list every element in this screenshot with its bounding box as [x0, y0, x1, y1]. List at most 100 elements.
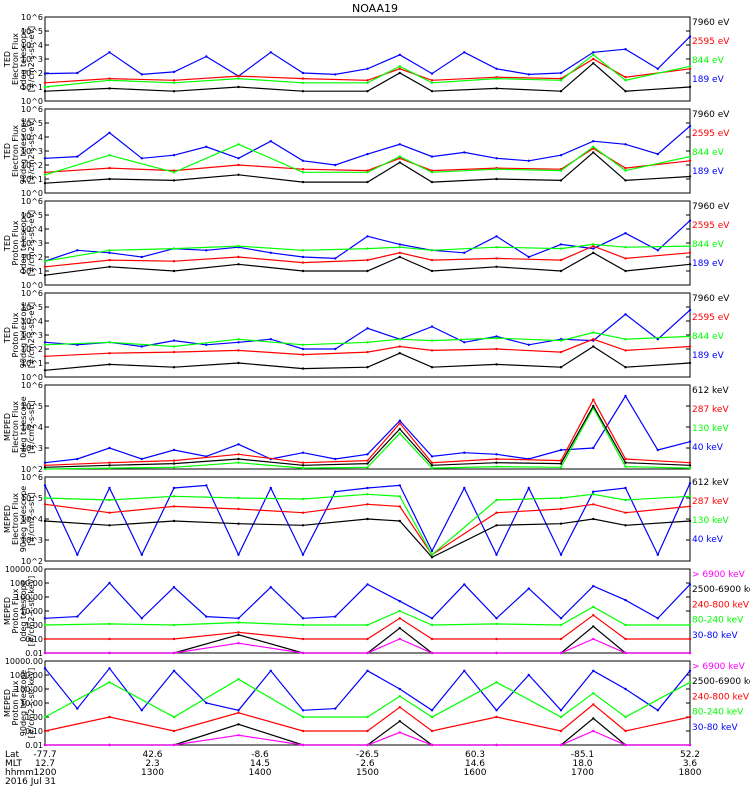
- data-point: [237, 263, 240, 266]
- data-point: [108, 177, 111, 181]
- panel-frame: [44, 660, 691, 746]
- data-point: [237, 461, 240, 464]
- data-point: [559, 169, 563, 172]
- data-point: [301, 180, 305, 184]
- data-point: [688, 743, 692, 747]
- data-point: [559, 617, 563, 620]
- data-point: [398, 495, 401, 498]
- y-tick-label: 10^4: [21, 423, 43, 432]
- panel-8: 0.01 0.10 1.00 10.00 100.00 1000.00 10000.00 ME…: [3, 657, 750, 750]
- data-point: [398, 255, 401, 259]
- data-point: [43, 496, 47, 500]
- data-point: [172, 350, 176, 354]
- data-point: [624, 524, 627, 527]
- y-tick-label: 10^3: [21, 536, 43, 545]
- date-label: 2016 Jul 31: [5, 777, 56, 787]
- legend-entry: > 6900 keV: [692, 570, 746, 580]
- data-point: [366, 366, 369, 369]
- data-point: [108, 258, 111, 262]
- panel-3: 10^0 10^1 10^2 10^3 10^4 10^5 10^6 TED Proton Fl…: [3, 197, 730, 290]
- data-point: [172, 179, 176, 182]
- panel-6: 10^2 10^3 10^4 10^5 10^6 MEPED Electron Flux 90…: [3, 473, 729, 566]
- y-tick-label: 10^6: [21, 13, 43, 22]
- y-tick-label: 1000.00: [10, 579, 43, 588]
- data-point: [398, 484, 401, 487]
- y-tick-label: 10^3: [21, 444, 43, 453]
- data-point: [237, 255, 240, 259]
- data-point: [43, 72, 47, 75]
- data-point: [108, 446, 111, 450]
- data-point: [495, 622, 498, 626]
- data-point: [108, 681, 111, 684]
- data-point: [688, 345, 692, 348]
- data-point: [172, 169, 176, 172]
- data-point: [205, 249, 208, 252]
- data-point: [592, 151, 595, 154]
- y-tick-label: 10^5: [21, 402, 43, 411]
- panel-frame: [44, 568, 691, 654]
- data-point: [269, 486, 272, 490]
- y-axis-label: TED Proton Flux 0deg telescope [#/cm2-s-str…: [3, 210, 36, 276]
- data-point: [301, 637, 305, 641]
- data-point: [237, 74, 240, 78]
- data-point: [172, 171, 176, 174]
- data-point: [366, 669, 369, 672]
- data-point: [495, 67, 498, 71]
- legend-entry: 844 eV: [692, 332, 725, 342]
- data-point: [495, 265, 498, 268]
- y-tick-label: 1.00: [25, 713, 43, 722]
- y-label-line: TED: [3, 327, 12, 344]
- legend-entry: 130 keV: [692, 424, 729, 434]
- data-point: [301, 90, 305, 93]
- data-point: [366, 651, 369, 655]
- data-point: [656, 553, 659, 556]
- data-point: [430, 169, 434, 172]
- data-point: [237, 734, 240, 737]
- y-tick-label: 10^4: [21, 41, 43, 50]
- data-point: [237, 723, 240, 726]
- time-row-value: 14.5: [250, 759, 270, 769]
- data-point: [108, 87, 111, 90]
- data-point: [398, 345, 401, 348]
- data-point: [366, 486, 369, 490]
- data-point: [559, 466, 563, 469]
- data-point: [430, 155, 434, 158]
- data-point: [43, 182, 47, 185]
- data-point: [430, 466, 434, 470]
- data-point: [76, 457, 79, 461]
- data-point: [398, 617, 401, 620]
- y-axis-label: TED Proton Flux 90deg telescope [#/cm2-s-st…: [3, 302, 36, 369]
- legend-entry: 240-800 keV: [692, 600, 750, 610]
- data-point: [688, 681, 692, 684]
- data-point: [140, 73, 143, 76]
- y-label-line: [#/cm2-s-str-keV]: [27, 668, 36, 739]
- data-point: [463, 451, 466, 454]
- data-point: [398, 246, 401, 249]
- data-point: [688, 464, 692, 467]
- data-point: [688, 623, 692, 627]
- data-point: [463, 669, 466, 672]
- y-tick-label: 100.00: [15, 685, 43, 694]
- y-axis-label: MEPED Proton Flux 90deg telescope [#/cm2-s-…: [3, 668, 36, 739]
- data-point: [237, 157, 240, 160]
- data-point: [301, 617, 305, 620]
- y-tick-label: 10^4: [21, 133, 43, 142]
- y-tick-label: 0.01: [25, 649, 43, 658]
- data-point: [108, 651, 111, 655]
- y-tick-label: 10^2: [21, 345, 43, 354]
- y-label-line: TED: [3, 235, 12, 252]
- data-point: [76, 249, 79, 252]
- legend-entry: 7960 eV: [692, 18, 730, 28]
- data-point: [559, 154, 563, 157]
- data-point: [559, 459, 563, 462]
- data-point: [592, 493, 595, 496]
- legend-entry: 30-80 keV: [692, 631, 738, 641]
- data-point: [624, 729, 627, 733]
- data-point: [688, 361, 692, 365]
- data-point: [688, 65, 692, 68]
- data-point: [76, 71, 79, 75]
- data-point: [592, 517, 595, 521]
- data-point: [398, 695, 401, 698]
- data-point: [688, 219, 692, 222]
- data-point: [559, 462, 563, 465]
